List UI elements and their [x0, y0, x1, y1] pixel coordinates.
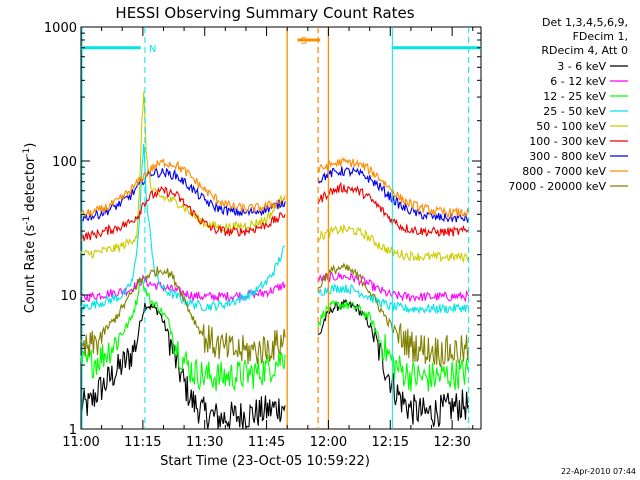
x-tick-label: 11:00 — [62, 435, 99, 450]
legend-entry-2: 12 - 25 keV — [543, 90, 606, 103]
series-line-3 — [80, 143, 470, 315]
plot-frame — [80, 26, 482, 430]
legend-entry-8: 7000 - 20000 keV — [508, 180, 606, 193]
series-line-6 — [81, 166, 470, 224]
y-tick-label: 10 — [60, 289, 77, 304]
series-line-4 — [80, 91, 470, 264]
annotation-0: N — [149, 44, 156, 55]
y-axis-label: Count Rate (s-1 detector-1) — [22, 143, 38, 314]
plot-area: NS — [80, 26, 482, 430]
x-tick-label: 11:30 — [186, 435, 223, 450]
x-axis-label: Start Time (23-Oct-05 10:59:22) — [160, 454, 370, 469]
annotation-1: S — [301, 36, 307, 47]
legend-entry-0: 3 - 6 keV — [557, 60, 606, 73]
x-tick-label: 12:00 — [310, 435, 347, 450]
footer-timestamp: 22-Apr-2010 07:44 — [561, 467, 636, 476]
legend-header-0: Det 1,3,4,5,6,9, — [542, 16, 628, 29]
x-tick-label: 11:15 — [124, 435, 161, 450]
legend-entry-3: 25 - 50 keV — [543, 105, 606, 118]
x-tick-label: 11:45 — [248, 435, 285, 450]
series-line-5 — [80, 181, 469, 242]
legend-entry-1: 6 - 12 keV — [550, 75, 606, 88]
chart-title: HESSI Observing Summary Count Rates — [115, 4, 414, 22]
x-axis: 11:00 11:15 11:30 11:45 12:00 12:15 12:30 — [62, 27, 474, 450]
y-tick-label: 1000 — [44, 21, 77, 36]
y-axis: 1 10 100 1000 — [44, 21, 481, 438]
legend-header-1: FDecim 1, — [573, 30, 628, 43]
series-line-7 — [80, 156, 470, 219]
legend-entry-6: 300 - 800 keV — [529, 150, 606, 163]
legend: Det 1,3,4,5,6,9,FDecim 1,RDecim 4, Att 0… — [508, 16, 628, 193]
x-tick-label: 12:15 — [372, 435, 409, 450]
y-tick-label: 100 — [52, 155, 77, 170]
series-line-0 — [80, 298, 470, 430]
legend-entry-7: 800 - 7000 keV — [522, 165, 606, 178]
legend-entry-4: 50 - 100 keV — [536, 120, 606, 133]
x-tick-label: 12:30 — [433, 435, 470, 450]
legend-header-2: RDecim 4, Att 0 — [541, 44, 628, 57]
y-tick-label: 1 — [69, 423, 77, 438]
series-line-2 — [80, 276, 470, 392]
legend-entry-5: 100 - 300 keV — [529, 135, 606, 148]
series-line-8 — [80, 262, 470, 369]
